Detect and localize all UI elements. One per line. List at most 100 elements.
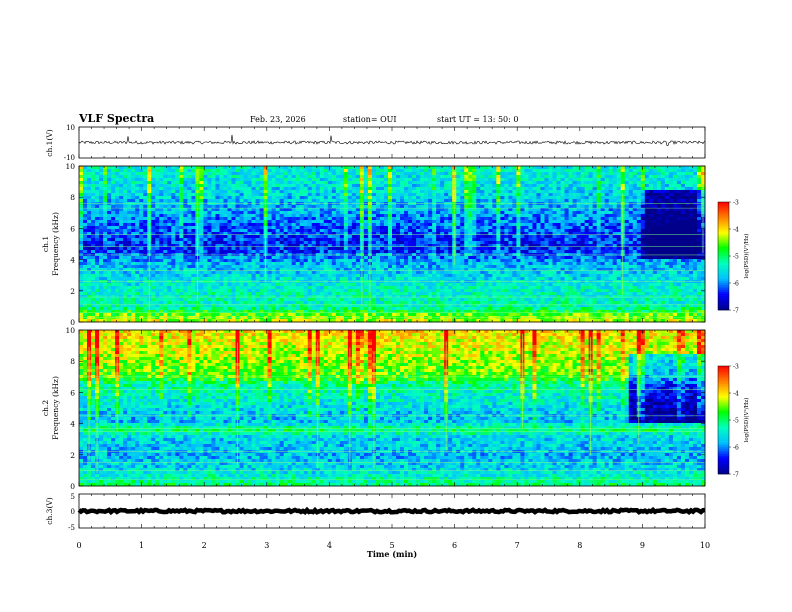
spectrogram-cell [327, 178, 333, 182]
spectrogram-cell [363, 211, 369, 215]
spectrogram-cell [355, 220, 361, 224]
spectrogram-cell [387, 223, 393, 227]
spectrogram-cell [568, 196, 573, 200]
spectrogram-cell [267, 250, 272, 254]
spectrogram-cell [299, 181, 305, 185]
spectrogram-cell [379, 175, 385, 179]
spectrogram-cell [512, 199, 517, 203]
spectrogram-cell [331, 187, 337, 191]
spectrogram-cell [199, 193, 204, 197]
spectrogram-cell [199, 226, 204, 230]
spectrogram-cell [179, 220, 184, 224]
spectrogram-cell [79, 238, 84, 242]
spectrogram-cell [556, 208, 561, 212]
spectrogram-cell [295, 244, 300, 248]
spectrogram-cell [355, 244, 361, 248]
spectrogram-cell [103, 250, 108, 254]
spectrogram-cell [79, 172, 84, 176]
spectrogram-cell [576, 241, 581, 245]
spectrogram-cell [648, 184, 654, 188]
spectrogram-cell [392, 199, 397, 203]
spectrogram-cell [167, 211, 172, 215]
spectrogram-cell [672, 211, 678, 215]
spectrogram-cell [496, 193, 501, 197]
spectrogram-cell [255, 235, 260, 239]
spectrogram-cell [636, 226, 642, 230]
spectrogram-cell [428, 166, 433, 170]
spectrogram-cell [668, 190, 674, 194]
spectrogram-cell [560, 238, 565, 242]
spectrogram-cell [111, 244, 116, 248]
spectrogram-cell [520, 229, 525, 233]
spectrogram-cell [179, 238, 184, 242]
spectrogram-cell [99, 235, 104, 239]
spectrogram-cell [111, 196, 116, 200]
spectrogram-cell [640, 226, 646, 230]
spectrogram-cell [187, 181, 192, 185]
spectrogram-cell [351, 175, 357, 179]
spectrogram-cell [660, 229, 666, 233]
spectrogram-cell [504, 196, 509, 200]
spectrogram-cell [239, 250, 244, 254]
spectrogram-cell [648, 238, 654, 242]
spectrogram-cell [528, 175, 533, 179]
spectrogram-cell [251, 193, 256, 197]
spectrogram-cell [319, 199, 325, 203]
spectrogram-cell [159, 217, 164, 221]
spectrogram-cell [628, 238, 634, 242]
spectrogram-cell [179, 193, 184, 197]
spectrogram-cell [616, 208, 622, 212]
spectrogram-cell [680, 187, 686, 191]
spectrogram-cell [91, 220, 96, 224]
spectrogram-cell [480, 178, 485, 182]
spectrogram-cell [387, 217, 393, 221]
spectrogram-cell [696, 208, 702, 212]
spectrogram-cell [107, 229, 112, 233]
spectrogram-cell [468, 190, 473, 194]
spectrogram-cell [251, 178, 256, 182]
spectrogram-cell [528, 208, 533, 212]
spectrogram-cell [219, 208, 224, 212]
spectrogram-cell [560, 169, 565, 173]
spectrogram-cell [111, 211, 116, 215]
spectrogram-cell [303, 214, 309, 218]
spectrogram-cell [115, 190, 120, 194]
spectrogram-cell [223, 211, 228, 215]
spectrogram-cell [111, 184, 116, 188]
spectrogram-cell [632, 205, 638, 209]
spectrogram-cell [171, 193, 176, 197]
spectrogram-cell [416, 211, 421, 215]
spectrogram-cell [387, 193, 393, 197]
spectrogram-cell [524, 244, 529, 248]
spectrogram-cell [668, 247, 674, 251]
spectrogram-cell [688, 223, 694, 227]
spectrogram-cell [636, 247, 642, 251]
spectrogram-cell [307, 238, 313, 242]
spectrogram-cell [400, 238, 405, 242]
spectrogram-cell [668, 229, 674, 233]
spectrogram-cell [512, 250, 517, 254]
spectrogram-cell [239, 208, 244, 212]
spectrogram-cell [508, 250, 513, 254]
spectrogram-cell [564, 229, 569, 233]
spectrogram-cell [219, 250, 224, 254]
spectrogram-cell [383, 220, 389, 224]
spectrogram-cell [339, 196, 345, 200]
spectrogram-cell [327, 166, 333, 170]
spectrogram-cell [580, 193, 585, 197]
spectrogram-cell [379, 166, 385, 170]
spectrogram-cell [508, 226, 513, 230]
spectrogram-cell [239, 220, 244, 224]
spectrogram-cell [568, 214, 573, 218]
spectrogram-cell [560, 172, 565, 176]
spectrogram-cell [496, 181, 501, 185]
spectrogram-cell [259, 220, 264, 224]
spectrogram-cell [351, 256, 357, 260]
spectrogram-cell [239, 175, 244, 179]
spectrogram-cell [383, 181, 389, 185]
spectrogram-cell [600, 190, 605, 194]
spectrogram-cell [223, 223, 228, 227]
spectrogram-cell [259, 190, 264, 194]
spectrogram-cell [335, 217, 341, 221]
spectrogram-cell [592, 235, 597, 239]
